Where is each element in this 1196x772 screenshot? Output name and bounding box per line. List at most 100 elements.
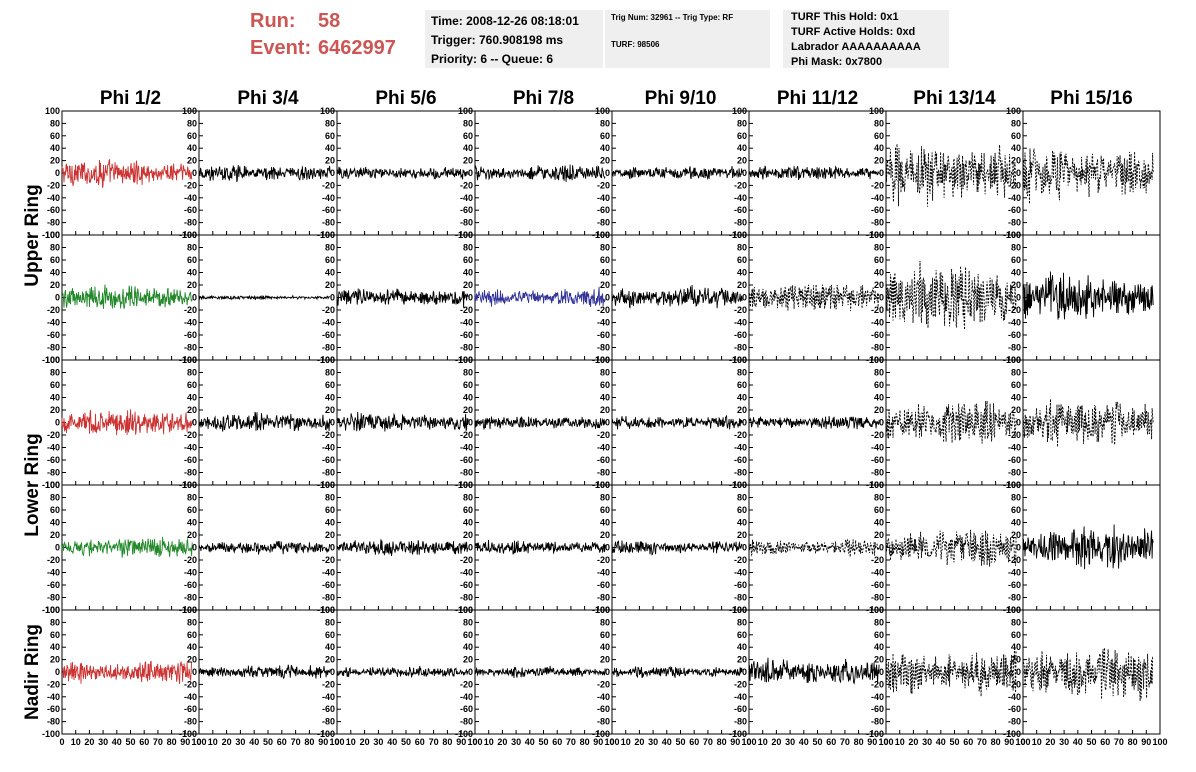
y-tick-label: 20 bbox=[325, 405, 335, 415]
y-tick-label: 60 bbox=[600, 131, 610, 141]
waveform-trace bbox=[885, 143, 1017, 207]
y-tick-label: 100 bbox=[595, 480, 610, 490]
y-tick-label: 20 bbox=[325, 280, 335, 290]
x-tick-label: 0 bbox=[1020, 737, 1025, 747]
y-tick-label: 20 bbox=[187, 156, 197, 166]
y-tick-label: 60 bbox=[737, 255, 747, 265]
x-tick-label: 50 bbox=[675, 737, 685, 747]
y-tick-label: 80 bbox=[325, 118, 335, 128]
y-tick-label: 20 bbox=[325, 655, 335, 665]
y-tick-label: 20 bbox=[737, 280, 747, 290]
y-tick-label: -20 bbox=[1008, 180, 1021, 190]
y-tick-label: -80 bbox=[734, 717, 747, 727]
y-tick-label: 40 bbox=[737, 642, 747, 652]
y-tick-label: -80 bbox=[597, 218, 610, 228]
y-tick-label: -60 bbox=[597, 704, 610, 714]
y-tick-label: -80 bbox=[460, 717, 473, 727]
x-tick-label: 30 bbox=[785, 737, 795, 747]
waveform-trace bbox=[198, 294, 331, 301]
y-tick-label: -40 bbox=[871, 568, 884, 578]
column-title: Phi 5/6 bbox=[375, 88, 436, 109]
y-tick-label: 100 bbox=[182, 480, 197, 490]
y-tick-label: 0 bbox=[1016, 293, 1021, 303]
waveform-trace bbox=[61, 158, 193, 189]
y-tick-label: -40 bbox=[47, 193, 60, 203]
y-tick-label: 80 bbox=[463, 617, 473, 627]
y-tick-label: 0 bbox=[605, 168, 610, 178]
y-tick-label: -100 bbox=[729, 729, 747, 739]
y-tick-label: -80 bbox=[597, 717, 610, 727]
y-tick-label: 100 bbox=[45, 480, 60, 490]
y-tick-label: -40 bbox=[322, 318, 335, 328]
y-tick-label: -40 bbox=[734, 193, 747, 203]
y-tick-label: -80 bbox=[1008, 218, 1021, 228]
turf-info-box: TURF This Hold: 0x1 TURF Active Holds: 0… bbox=[783, 10, 949, 68]
y-tick-label: 80 bbox=[737, 243, 747, 253]
column-title: Phi 9/10 bbox=[645, 88, 717, 109]
x-tick-label: 0 bbox=[883, 737, 888, 747]
y-tick-label: 80 bbox=[463, 493, 473, 503]
y-tick-label: 60 bbox=[187, 505, 197, 515]
y-tick-label: 100 bbox=[45, 355, 60, 365]
y-tick-label: 100 bbox=[458, 106, 473, 116]
y-tick-label: 0 bbox=[1016, 667, 1021, 677]
y-tick-label: 0 bbox=[55, 543, 60, 553]
column-title: Phi 11/12 bbox=[777, 88, 858, 109]
ring-label: Upper Ring bbox=[22, 184, 43, 286]
y-tick-label: -40 bbox=[1008, 692, 1021, 702]
y-tick-label: -60 bbox=[597, 205, 610, 215]
y-tick-label: 40 bbox=[325, 518, 335, 528]
waveform-trace bbox=[61, 536, 193, 558]
x-tick-label: 0 bbox=[59, 737, 64, 747]
y-tick-label: -40 bbox=[47, 692, 60, 702]
y-tick-label: 60 bbox=[187, 380, 197, 390]
y-tick-label: -60 bbox=[184, 580, 197, 590]
y-tick-label: -80 bbox=[184, 343, 197, 353]
x-tick-label: 0 bbox=[196, 737, 201, 747]
y-tick-label: 0 bbox=[605, 667, 610, 677]
y-tick-label: 0 bbox=[468, 168, 473, 178]
x-tick-label: 50 bbox=[263, 737, 273, 747]
turf-active-line: TURF Active Holds: 0xd bbox=[791, 26, 916, 38]
x-tick-label: 0 bbox=[609, 737, 614, 747]
y-tick-label: -60 bbox=[184, 704, 197, 714]
y-tick-label: 20 bbox=[325, 530, 335, 540]
y-tick-label: 80 bbox=[50, 243, 60, 253]
y-tick-label: 80 bbox=[1011, 617, 1021, 627]
y-tick-label: 20 bbox=[463, 655, 473, 665]
x-tick-label: 10 bbox=[208, 737, 218, 747]
y-tick-label: 80 bbox=[600, 617, 610, 627]
x-tick-label: 60 bbox=[277, 737, 287, 747]
y-tick-label: -40 bbox=[1008, 193, 1021, 203]
x-tick-label: 90 bbox=[593, 737, 603, 747]
y-tick-label: 40 bbox=[874, 143, 884, 153]
y-tick-label: 80 bbox=[1011, 368, 1021, 378]
y-tick-label: 0 bbox=[55, 168, 60, 178]
y-tick-label: -40 bbox=[597, 318, 610, 328]
y-tick-label: -20 bbox=[1008, 430, 1021, 440]
y-tick-label: 100 bbox=[732, 480, 747, 490]
y-tick-label: -80 bbox=[322, 468, 335, 478]
y-tick-label: -80 bbox=[47, 468, 60, 478]
y-tick-label: -80 bbox=[322, 717, 335, 727]
y-tick-label: -80 bbox=[460, 468, 473, 478]
y-tick-label: 40 bbox=[50, 143, 60, 153]
y-tick-label: -20 bbox=[1008, 555, 1021, 565]
column-title: Phi 7/8 bbox=[513, 88, 574, 109]
y-tick-label: 80 bbox=[874, 617, 884, 627]
y-tick-label: -40 bbox=[597, 692, 610, 702]
y-tick-label: -60 bbox=[871, 330, 884, 340]
y-tick-label: 60 bbox=[325, 505, 335, 515]
y-tick-label: 100 bbox=[320, 480, 335, 490]
y-tick-label: 100 bbox=[869, 355, 884, 365]
y-tick-label: 20 bbox=[1011, 405, 1021, 415]
y-tick-label: 0 bbox=[192, 168, 197, 178]
y-tick-label: -100 bbox=[179, 729, 197, 739]
y-tick-label: -20 bbox=[734, 555, 747, 565]
y-tick-label: -80 bbox=[871, 218, 884, 228]
y-tick-label: 40 bbox=[737, 143, 747, 153]
y-tick-label: 20 bbox=[737, 530, 747, 540]
y-tick-label: 20 bbox=[600, 655, 610, 665]
y-tick-label: 60 bbox=[463, 505, 473, 515]
y-tick-label: -40 bbox=[184, 568, 197, 578]
